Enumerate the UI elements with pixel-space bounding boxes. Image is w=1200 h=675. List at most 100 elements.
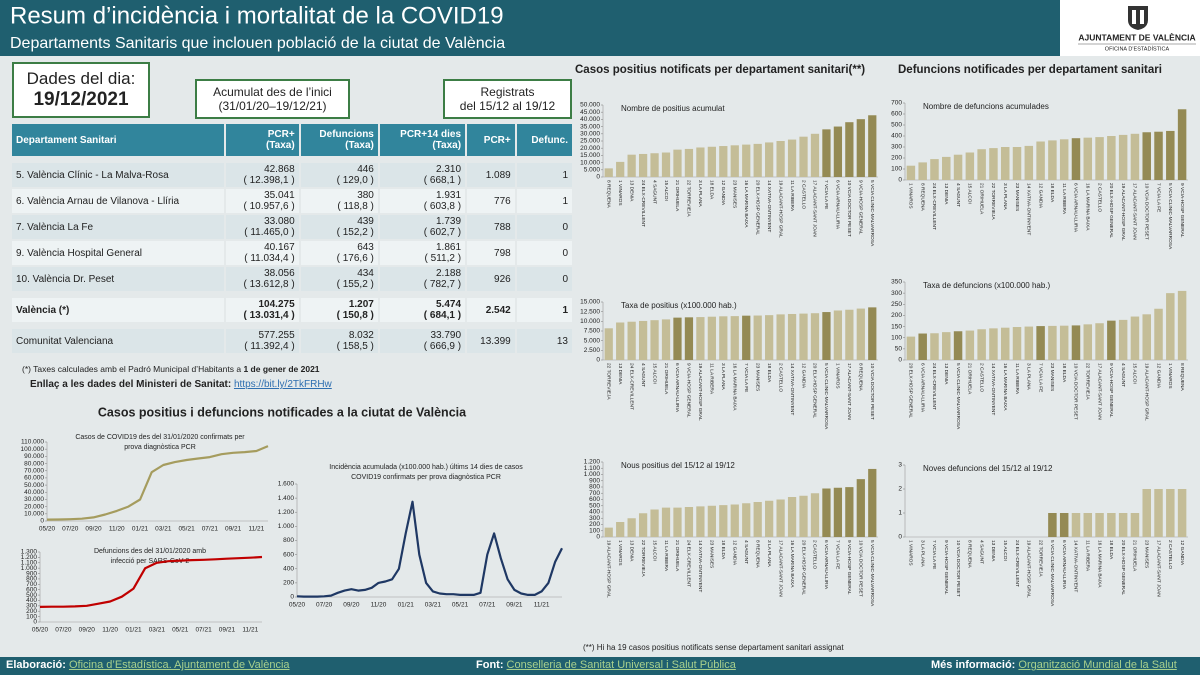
rates-note-text: (*) Taxes calculades amb el Padró Munici… [22,364,242,374]
cell-rate: ( 603,8 ) [423,201,462,212]
y-tick-label: 300 [589,515,600,522]
value-cell: 33.080( 11.465,0 ) [225,215,299,239]
x-tick-label: 22 TORREVIEJA [605,363,611,400]
y-tick-label: 600 [589,496,600,503]
x-tick-label: 11 LA RIBERA [1085,540,1091,572]
bar [1177,109,1187,180]
bar [906,336,916,360]
date: 19/12/2021 [33,89,129,110]
y-tick-label: 700 [891,100,902,107]
y-tick-label: 15.000 [580,299,600,306]
chart-title: prova diagnòstica PCR [124,444,196,451]
bar [742,315,751,360]
x-tick-label: 1 VINAROS [908,183,914,209]
x-tick-label: 13 DENIA [617,363,623,385]
footer-link[interactable]: Organització Mundial de la Salut [1018,659,1177,671]
y-tick-label: 80.000 [24,460,44,467]
value-cell: 380( 118,8 ) [300,189,378,213]
bar [707,146,716,177]
x-tick-label: 19 ALACANT-HOSP GRAL [697,363,703,421]
y-tick-label: 2 [898,486,902,493]
y-tick-label: 25.000 [580,138,600,145]
x-tick-label: 10 VCIA DOCTOR PESET [858,540,864,597]
value-cell: 5.474( 684,1 ) [379,298,466,322]
x-tick-label: 23 MANISES [732,180,738,208]
bar [1095,323,1104,360]
bar [942,156,951,180]
x-tick-label: 3 LA PLANA [720,363,726,390]
cell-value: 38.056 [264,268,295,279]
x-tick-label: 10 VCIA DOCTOR PESET [955,540,961,597]
x-tick-label: 14 XATIVA-ONTINYENT [789,363,795,415]
bar [673,317,682,360]
cumulative-box: Acumulat des de l’inici (31/01/20–19/12/… [195,79,350,119]
bar [627,518,636,537]
cell-rate: ( 668,1 ) [423,175,462,186]
bar [765,315,774,360]
y-tick-label: 50.000 [580,102,600,109]
cell-rate: ( 11.465,0 ) [244,227,295,238]
y-tick-label: 100 [891,166,902,173]
bar [742,144,751,177]
y-tick-label: 800 [283,537,294,544]
x-tick-label: 18 ELDA [1108,540,1114,560]
bar [730,504,739,537]
y-tick-label: 7.500 [584,328,601,335]
department-name: 9. València Hospital General [12,241,224,265]
x-tick-label: 2 CASTELLO [812,540,818,569]
x-tick-label: 9 VCIA-HOSP GENERAL [943,540,949,595]
x-tick-label: 19 ALACANT-HOSP GRAL [777,180,783,238]
bar [868,468,877,537]
x-tick-label: 2 CASTELLO [978,363,984,392]
cell-rate: ( 11.034,4 ) [244,253,295,264]
x-tick-label: 17 ALACANT-SANT JOAN [777,540,783,597]
bar [1000,327,1010,360]
header-cell: PCR+ [467,124,515,156]
spacer [12,293,572,296]
x-tick-label: 8 REQUENA [919,183,925,212]
bar [918,162,927,180]
cell-rate: ( 684,1 ) [423,310,462,321]
bar [1107,320,1116,360]
x-tick-label: 07/20 [55,627,72,634]
x-tick-label: 4 SAGUNT [743,540,749,564]
section-title: Casos positius i defuncions notificades … [98,405,467,419]
x-tick-label: 9 VCIA-HOSP GENERAL [846,540,852,595]
cell-value: 1.207 [348,299,374,310]
department-name: 10. València Dr. Peset [12,267,224,291]
bar [856,119,865,177]
cell-rate: ( 152,2 ) [336,227,374,238]
bar [953,154,963,180]
y-tick-label: 1.100 [21,559,38,566]
x-tick-label: 22 TORREVIEJA [1085,363,1091,400]
chart-title: Nombre de defuncions acumulades [923,102,1049,111]
footer-link[interactable]: Oficina d’Estadística. Ajuntament de Val… [68,659,290,671]
y-tick-label: 500 [26,592,37,599]
header-text: PCR+14 dies [400,129,462,140]
x-tick-label: 3 LA PLANA [766,540,772,567]
bar [1071,325,1081,360]
date-label: Dades del dia: [26,69,136,88]
x-tick-label: 07/21 [479,602,496,609]
chart-title: Defuncions des del 31/01/2020 amb [94,548,206,555]
x-tick-label: 8 REQUENA [605,180,611,209]
bar [1107,136,1116,180]
bar [799,136,808,177]
value-cell: 926 [467,267,515,291]
bar [650,320,659,360]
bar [719,316,728,360]
bar [868,307,877,360]
value-cell: 42.868( 12.398,1 ) [225,163,299,187]
x-tick-label: 23 MANISES [709,540,715,568]
chart-title: Incidència acumulada (x100.000 hab.) últ… [329,464,523,471]
bar [1059,325,1069,360]
bar [707,316,716,360]
y-tick-label: 15.000 [580,152,600,159]
ministry-link[interactable]: https://bit.ly/2TkFRHw [233,379,332,390]
y-tick-label: 110.000 [21,439,44,446]
department-name: 6. València Arnau de Vilanova - Llíria [12,189,224,213]
bar [616,522,625,537]
footer-link[interactable]: Conselleria de Sanitat Universal i Salut… [506,659,736,671]
y-tick-label: 400 [589,509,600,516]
x-tick-label: 11 LA RIBERA [1061,183,1067,215]
